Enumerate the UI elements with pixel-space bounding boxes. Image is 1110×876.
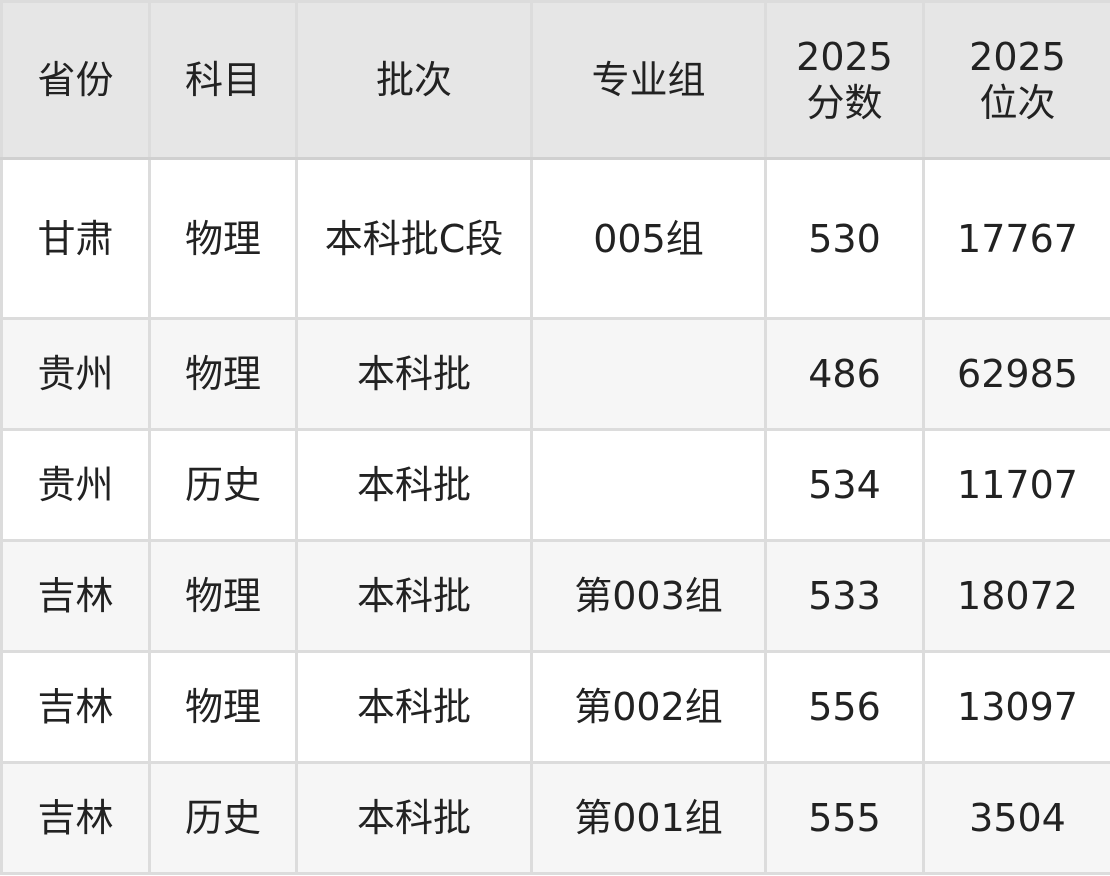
header-score-2025: 2025 分数 — [764, 0, 925, 160]
cell-major-group — [530, 428, 767, 542]
header-subject: 科目 — [148, 0, 298, 160]
cell-province: 吉林 — [0, 539, 151, 653]
cell-batch: 本科批 — [295, 539, 533, 653]
cell-subject: 历史 — [148, 428, 298, 542]
cell-province: 贵州 — [0, 428, 151, 542]
table-row: 贵州 物理 本科批 486 62985 — [0, 317, 1110, 431]
cell-batch: 本科批 — [295, 650, 533, 764]
cell-score-2025: 556 — [764, 650, 925, 764]
cell-province: 贵州 — [0, 317, 151, 431]
cell-batch: 本科批 — [295, 428, 533, 542]
cell-score-2025: 534 — [764, 428, 925, 542]
cell-score-2025: 486 — [764, 317, 925, 431]
cell-score-2025: 530 — [764, 157, 925, 320]
cell-province: 吉林 — [0, 650, 151, 764]
cell-rank-2025: 17767 — [922, 157, 1110, 320]
cell-major-group: 005组 — [530, 157, 767, 320]
table-row: 吉林 物理 本科批 第002组 556 13097 — [0, 650, 1110, 764]
cell-score-2025: 533 — [764, 539, 925, 653]
cell-rank-2025: 62985 — [922, 317, 1110, 431]
table-row: 吉林 历史 本科批 第001组 555 3504 — [0, 761, 1110, 875]
header-row: 省份 科目 批次 专业组 2025 分数 2025 位次 — [0, 0, 1110, 160]
table-row: 甘肃 物理 本科批C段 005组 530 17767 — [0, 157, 1110, 320]
cell-province: 甘肃 — [0, 157, 151, 320]
cell-major-group — [530, 317, 767, 431]
cell-batch: 本科批C段 — [295, 157, 533, 320]
cell-province: 吉林 — [0, 761, 151, 875]
table-row: 吉林 物理 本科批 第003组 533 18072 — [0, 539, 1110, 653]
cell-subject: 物理 — [148, 539, 298, 653]
header-major-group: 专业组 — [530, 0, 767, 160]
cell-score-2025: 555 — [764, 761, 925, 875]
cell-rank-2025: 13097 — [922, 650, 1110, 764]
cell-batch: 本科批 — [295, 761, 533, 875]
cell-major-group: 第001组 — [530, 761, 767, 875]
cell-batch: 本科批 — [295, 317, 533, 431]
cell-rank-2025: 11707 — [922, 428, 1110, 542]
table-row: 贵州 历史 本科批 534 11707 — [0, 428, 1110, 542]
cell-subject: 历史 — [148, 761, 298, 875]
cell-subject: 物理 — [148, 157, 298, 320]
cell-subject: 物理 — [148, 650, 298, 764]
cell-rank-2025: 18072 — [922, 539, 1110, 653]
header-rank-2025: 2025 位次 — [922, 0, 1110, 160]
header-province: 省份 — [0, 0, 151, 160]
cell-major-group: 第003组 — [530, 539, 767, 653]
cell-major-group: 第002组 — [530, 650, 767, 764]
header-batch: 批次 — [295, 0, 533, 160]
cell-subject: 物理 — [148, 317, 298, 431]
cell-rank-2025: 3504 — [922, 761, 1110, 875]
